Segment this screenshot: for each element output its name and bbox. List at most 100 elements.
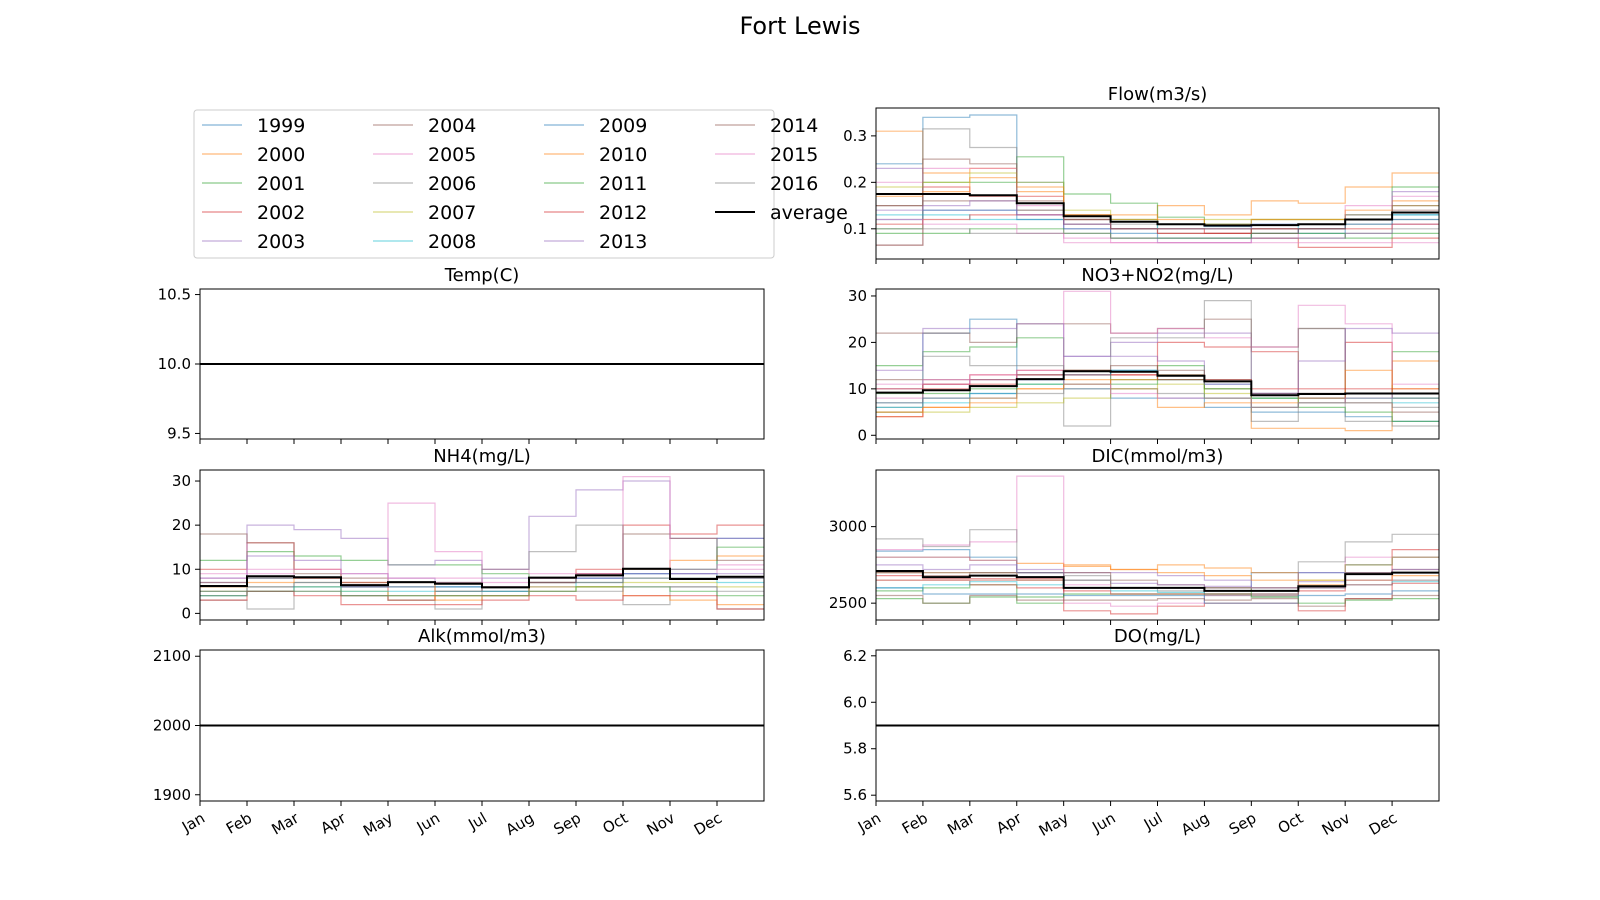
ytick-label: 10.0 — [158, 355, 191, 373]
panel-title: DO(mg/L) — [1114, 626, 1201, 647]
panel-title: Temp(C) — [444, 265, 520, 286]
series-line-14 — [876, 374, 1439, 395]
series-line-7 — [200, 476, 764, 584]
ytick-label: 5.6 — [843, 786, 867, 804]
panel-title: NH4(mg/L) — [433, 446, 531, 467]
series-line-16 — [876, 594, 1439, 607]
legend-label: 2013 — [599, 231, 647, 253]
panel-2: NO3+NO2(mg/L) 0 10 20 30 — [848, 265, 1440, 444]
panel-6: DO(mg/L) 5.6 5.8 6.0 6.2 Jan Feb Mar Apr May Jun Ju… — [843, 626, 1440, 840]
xtick-label: Apr — [318, 808, 350, 837]
xtick-label: Mar — [268, 808, 302, 838]
panel-0: Flow(m3/s) 0.1 0.2 0.3 — [843, 84, 1440, 264]
series-line-7 — [876, 290, 1439, 399]
series-group — [876, 290, 1439, 432]
panel-5: Alk(mmol/m3) 1900 2000 2100 Jan Feb Mar Apr May J… — [153, 626, 765, 840]
ytick-label: 0.3 — [843, 127, 867, 145]
series-line-12 — [200, 577, 764, 606]
series-line-14 — [200, 590, 764, 610]
legend-label: 2012 — [599, 202, 647, 224]
xtick-label: Feb — [899, 809, 931, 838]
ytick-label: 1900 — [153, 786, 191, 804]
figure-title: Fort Lewis — [739, 12, 861, 40]
legend: 1999 2000 2001 2002 2003 2004 2005 2006 2007 2008… — [193, 109, 848, 259]
xtick-label: Nov — [644, 809, 678, 839]
legend-label: 2005 — [428, 144, 476, 166]
ytick-label: 0 — [181, 604, 191, 622]
xtick-label: Jul — [464, 809, 490, 834]
panel-title: Alk(mmol/m3) — [418, 626, 546, 647]
xtick-label: Mar — [944, 808, 978, 838]
legend-label: 2014 — [770, 115, 818, 137]
panel-title: Flow(m3/s) — [1108, 84, 1208, 105]
average-line — [876, 570, 1439, 592]
xtick-label: Oct — [1275, 809, 1307, 838]
xtick-label: May — [1036, 809, 1072, 840]
ytick-label: 3000 — [829, 518, 867, 536]
series-group — [200, 476, 764, 610]
series-line-18 — [876, 388, 1439, 408]
ytick-label: 2000 — [153, 717, 191, 735]
series-line-7 — [876, 475, 1439, 607]
series-line-18 — [200, 586, 764, 597]
xtick-label: Sep — [1226, 809, 1259, 839]
legend-label: 2008 — [428, 231, 476, 253]
xtick-label: Jan — [854, 809, 884, 837]
xtick-label: Dec — [1366, 809, 1400, 839]
xtick-label: Aug — [1178, 809, 1212, 839]
legend-label: 2016 — [770, 173, 818, 195]
ytick-label: 10 — [848, 380, 867, 398]
ytick-label: 9.5 — [167, 424, 191, 442]
ytick-label: 6.2 — [843, 647, 867, 665]
ytick-label: 0.2 — [843, 173, 867, 191]
legend-label: 2010 — [599, 144, 647, 166]
panel-title: NO3+NO2(mg/L) — [1081, 265, 1233, 286]
ytick-label: 30 — [848, 287, 867, 305]
ytick-label: 10 — [172, 560, 191, 578]
xtick-label: Jan — [178, 809, 208, 837]
legend-label: 2000 — [257, 144, 305, 166]
series-line-8 — [876, 529, 1439, 598]
legend-label: 2006 — [428, 173, 476, 195]
ytick-label: 2100 — [153, 647, 191, 665]
ytick-label: 5.8 — [843, 740, 867, 758]
legend-label: 2009 — [599, 115, 647, 137]
ytick-label: 6.0 — [843, 693, 867, 711]
xtick-label: Apr — [993, 808, 1025, 837]
ytick-label: 20 — [172, 516, 191, 534]
ytick-label: 2500 — [829, 594, 867, 612]
legend-label: 2002 — [257, 202, 305, 224]
legend-label: 2007 — [428, 202, 476, 224]
legend-frame — [193, 109, 775, 259]
xtick-label: Jun — [1088, 809, 1118, 837]
series-line-18 — [876, 228, 1439, 239]
legend-label: 2003 — [257, 231, 305, 253]
ytick-label: 10.5 — [158, 286, 191, 304]
panel-title: DIC(mmol/m3) — [1092, 446, 1224, 467]
panel-1: Temp(C) 9.5 10.0 10.5 — [158, 265, 765, 444]
legend-label: 2011 — [599, 173, 647, 195]
ytick-label: 20 — [848, 333, 867, 351]
ytick-label: 0.1 — [843, 220, 867, 238]
series-line-11 — [876, 587, 1439, 604]
xtick-label: Dec — [691, 809, 725, 839]
legend-label: average — [770, 202, 848, 224]
xtick-label: Feb — [223, 809, 255, 838]
average-line — [876, 370, 1439, 397]
legend-label: 2015 — [770, 144, 818, 166]
legend-label: 2001 — [257, 173, 305, 195]
xtick-label: Aug — [503, 809, 537, 839]
series-group — [876, 114, 1439, 248]
ytick-label: 0 — [857, 426, 867, 444]
panel-4: DIC(mmol/m3) 2500 3000 — [829, 446, 1440, 625]
ytick-label: 30 — [172, 472, 191, 490]
average-line — [200, 567, 764, 589]
xtick-label: Sep — [551, 809, 584, 839]
panel-3: NH4(mg/L) 0 10 20 30 — [172, 446, 765, 625]
xtick-label: Oct — [600, 809, 632, 838]
xtick-label: Jul — [1140, 809, 1166, 834]
legend-label: 1999 — [257, 115, 305, 137]
legend-label: 2004 — [428, 115, 476, 137]
